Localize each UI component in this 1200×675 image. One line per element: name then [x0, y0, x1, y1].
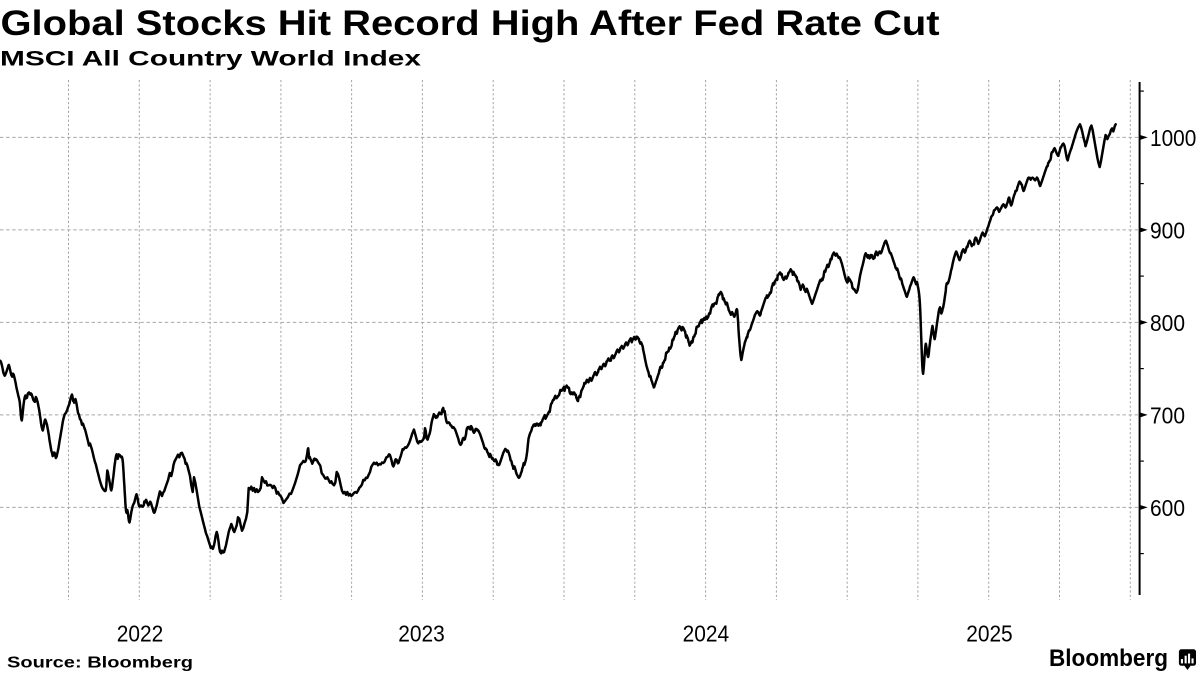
svg-text:2025: 2025 — [966, 621, 1013, 647]
svg-text:2022: 2022 — [117, 621, 164, 647]
svg-text:MSCI All Country World Index: MSCI All Country World Index — [0, 47, 421, 71]
svg-text:800: 800 — [1150, 310, 1185, 336]
svg-text:1000: 1000 — [1150, 125, 1196, 151]
svg-text:2024: 2024 — [683, 621, 730, 647]
svg-text:900: 900 — [1150, 218, 1185, 244]
svg-text:600: 600 — [1150, 495, 1185, 521]
svg-text:2023: 2023 — [398, 621, 445, 647]
svg-text:700: 700 — [1150, 403, 1185, 429]
svg-text:Bloomberg: Bloomberg — [1049, 645, 1168, 672]
svg-text:Global Stocks Hit Record High: Global Stocks Hit Record High After Fed … — [1, 3, 940, 43]
svg-text:Source: Bloomberg: Source: Bloomberg — [7, 655, 193, 672]
